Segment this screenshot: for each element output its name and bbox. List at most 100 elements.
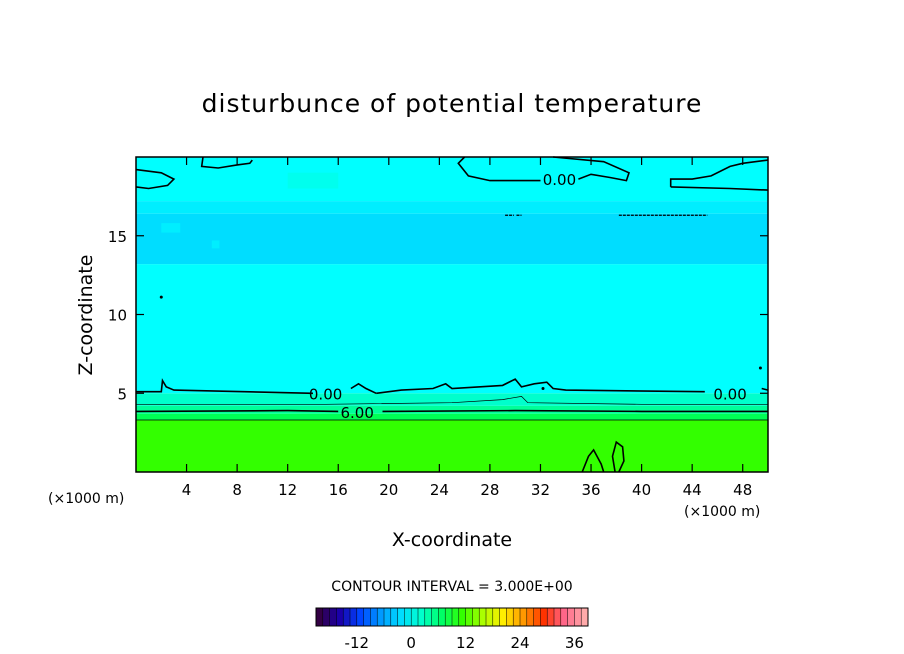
contour-label-3: 6.00 <box>340 404 373 422</box>
y-axis-unit: (×1000 m) <box>48 491 124 507</box>
chart-title: disturbunce of potential temperature <box>202 89 703 118</box>
colorbar-tick-label-4: 36 <box>565 634 584 652</box>
x-axis-ticks: 4 8 12 16 20 24 28 32 36 40 44 48 <box>182 157 752 499</box>
colorbar-cell-39 <box>581 608 589 626</box>
contour-six-a <box>135 409 339 413</box>
colorbar-cell-16 <box>424 608 432 626</box>
contour-thin-1 <box>136 396 768 405</box>
x-axis-unit: (×1000 m) <box>684 504 760 520</box>
y-axis-label: Z-coordinate <box>75 255 97 376</box>
colorbar-cell-6 <box>356 608 364 626</box>
colorbar-cell-7 <box>363 608 371 626</box>
colorbar-cell-20 <box>452 608 460 626</box>
colorbar-tick-label-3: 24 <box>510 634 529 652</box>
x-tick-label-7: 32 <box>531 481 550 499</box>
colorbar-cell-37 <box>567 608 575 626</box>
colorbar-tick-label-0: -12 <box>345 634 370 652</box>
colorbar-cell-31 <box>526 608 534 626</box>
y-axis-ticks: 5 10 15 <box>108 228 768 403</box>
colorbar-cell-12 <box>397 608 405 626</box>
contour-band-2 <box>136 405 768 414</box>
contour-zero-lower-d <box>761 387 769 391</box>
colorbar-cell-1 <box>322 608 330 626</box>
colorbar-cell-5 <box>350 608 358 626</box>
x-tick-label-6: 28 <box>480 481 499 499</box>
colorbar-cell-25 <box>486 608 494 626</box>
colorbar-cell-4 <box>343 608 351 626</box>
colorbar-cell-21 <box>458 608 466 626</box>
colorbar-cell-33 <box>540 608 548 626</box>
colorbar-cell-28 <box>506 608 514 626</box>
x-tick-label-1: 8 <box>232 481 242 499</box>
colorbar-cell-9 <box>377 608 385 626</box>
colorbar-cell-14 <box>411 608 419 626</box>
colorbar-cell-11 <box>390 608 398 626</box>
x-tick-label-2: 12 <box>278 481 297 499</box>
x-tick-label-8: 36 <box>581 481 600 499</box>
x-tick-label-10: 44 <box>683 481 702 499</box>
colorbar-cell-29 <box>513 608 521 626</box>
contour-zero-upper-a <box>457 156 541 182</box>
contour-band-3 <box>136 393 768 406</box>
texture-patch-1 <box>211 240 220 249</box>
contour-interval: CONTOUR INTERVAL = 3.000E+00 <box>331 579 572 595</box>
colorbar-cell-10 <box>384 608 392 626</box>
contour-bottom-b <box>611 440 625 473</box>
colorbar-cell-19 <box>445 608 453 626</box>
contour-band-0 <box>136 420 768 472</box>
x-tick-label-4: 20 <box>379 481 398 499</box>
x-tick-label-9: 40 <box>632 481 651 499</box>
colorbar-tick-labels: -12 0 12 24 36 <box>345 634 584 652</box>
contour-dot-1 <box>758 366 762 370</box>
colorbar-cell-24 <box>479 608 487 626</box>
colorbar-cell-2 <box>329 608 337 626</box>
contour-band-6 <box>136 201 768 214</box>
x-tick-label-5: 24 <box>430 481 449 499</box>
contour-six-b <box>382 409 768 413</box>
colorbar-tick-label-1: 0 <box>406 634 416 652</box>
colorbar-cell-22 <box>465 608 473 626</box>
contour-label-1: 0.00 <box>309 385 342 403</box>
contour-label-2: 0.00 <box>713 385 746 403</box>
contour-band-4 <box>136 264 768 394</box>
contour-dot-2 <box>541 387 545 391</box>
contour-zero-lower-b <box>376 378 705 395</box>
y-tick-label-2: 15 <box>108 228 127 246</box>
contour-label-0: 0.00 <box>543 171 576 189</box>
contour-dot-0 <box>159 295 163 299</box>
colorbar-cell-18 <box>438 608 446 626</box>
contour-band-5 <box>136 213 768 265</box>
colorbar-frame <box>315 607 589 627</box>
contour-zero-upper-c <box>135 168 176 190</box>
x-tick-label-3: 16 <box>329 481 348 499</box>
colorbar-cell-32 <box>533 608 541 626</box>
contour-zero-lower-c <box>350 382 377 395</box>
colorbar-cell-8 <box>370 608 378 626</box>
texture-patch-0 <box>161 223 181 233</box>
x-tick-label-11: 48 <box>733 481 752 499</box>
colorbar-cell-26 <box>492 608 500 626</box>
filled-contours <box>136 157 768 472</box>
x-axis-label: X-coordinate <box>392 529 512 551</box>
colorbar-cell-3 <box>336 608 344 626</box>
contour-bottom-a <box>581 448 605 473</box>
contour-zero-upper-b <box>553 156 630 182</box>
colorbar <box>315 607 589 627</box>
contour-labels: 0.000.00 0.006.00 <box>309 171 747 422</box>
colorbar-cell-35 <box>554 608 562 626</box>
x-tick-label-0: 4 <box>182 481 192 499</box>
contour-zero-upper-f <box>670 186 769 191</box>
colorbar-cell-30 <box>520 608 528 626</box>
contour-zero-lower-a <box>136 378 314 395</box>
colorbar-cell-23 <box>472 608 480 626</box>
colorbar-cell-15 <box>418 608 426 626</box>
colorbar-tick-label-2: 12 <box>456 634 475 652</box>
contour-zero-upper-d <box>200 156 253 169</box>
colorbar-cell-27 <box>499 608 507 626</box>
colorbar-cell-38 <box>574 608 582 626</box>
texture-patch-2 <box>287 172 339 189</box>
colorbar-cell-36 <box>560 608 568 626</box>
contour-band-1 <box>136 413 768 421</box>
plot-area: 0.000.00 0.006.00 4 8 12 16 20 24 28 32 36 40 44 48 … <box>108 156 769 499</box>
